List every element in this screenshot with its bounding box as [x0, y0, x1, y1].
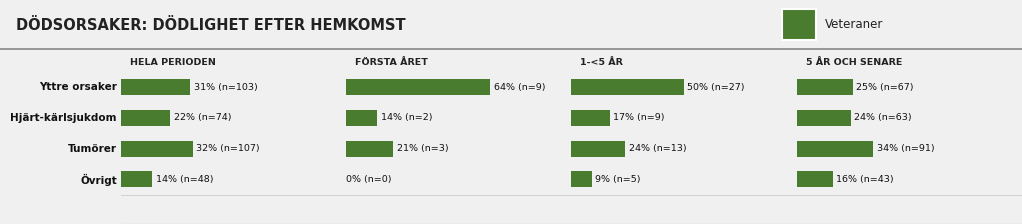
Text: 14% (n=48): 14% (n=48): [155, 175, 213, 184]
Bar: [797, 172, 833, 187]
Text: 16% (n=43): 16% (n=43): [836, 175, 893, 184]
Bar: [797, 141, 873, 157]
Text: 24% (n=13): 24% (n=13): [629, 144, 687, 153]
Text: 34% (n=91): 34% (n=91): [877, 144, 934, 153]
Text: 0% (n=0): 0% (n=0): [345, 175, 391, 184]
Text: 21% (n=3): 21% (n=3): [397, 144, 449, 153]
Text: 5 ÅR OCH SENARE: 5 ÅR OCH SENARE: [805, 58, 902, 67]
Text: 24% (n=63): 24% (n=63): [854, 113, 912, 122]
Text: 50% (n=27): 50% (n=27): [688, 83, 745, 92]
Text: 22% (n=74): 22% (n=74): [174, 113, 231, 122]
Text: 1-<5 ÅR: 1-<5 ÅR: [580, 58, 623, 67]
Text: 31% (n=103): 31% (n=103): [194, 83, 258, 92]
Bar: [345, 141, 393, 157]
Bar: [782, 9, 816, 40]
Text: HELA PERIODEN: HELA PERIODEN: [130, 58, 216, 67]
Text: 25% (n=67): 25% (n=67): [856, 83, 914, 92]
Text: 64% (n=9): 64% (n=9): [494, 83, 545, 92]
Bar: [571, 79, 684, 95]
Bar: [797, 110, 850, 126]
Text: Yttre orsaker: Yttre orsaker: [39, 82, 117, 92]
Text: Tumörer: Tumörer: [68, 144, 117, 154]
Text: 32% (n=107): 32% (n=107): [196, 144, 260, 153]
Text: Övrigt: Övrigt: [81, 173, 117, 185]
Bar: [121, 141, 193, 157]
Bar: [121, 79, 190, 95]
Text: 9% (n=5): 9% (n=5): [595, 175, 641, 184]
Bar: [571, 141, 625, 157]
Bar: [345, 79, 491, 95]
Bar: [345, 110, 377, 126]
Text: Hjärt-kärlsjukdom: Hjärt-kärlsjukdom: [10, 113, 117, 123]
Text: Veteraner: Veteraner: [825, 18, 883, 31]
Bar: [797, 79, 853, 95]
Text: FÖRSTA ÅRET: FÖRSTA ÅRET: [355, 58, 428, 67]
Bar: [571, 110, 609, 126]
Bar: [571, 172, 592, 187]
Text: 14% (n=2): 14% (n=2): [381, 113, 432, 122]
Text: 17% (n=9): 17% (n=9): [613, 113, 664, 122]
Bar: [121, 110, 171, 126]
Text: DÖDSORSAKER: DÖDLIGHET EFTER HEMKOMST: DÖDSORSAKER: DÖDLIGHET EFTER HEMKOMST: [16, 18, 406, 33]
Bar: [121, 172, 152, 187]
